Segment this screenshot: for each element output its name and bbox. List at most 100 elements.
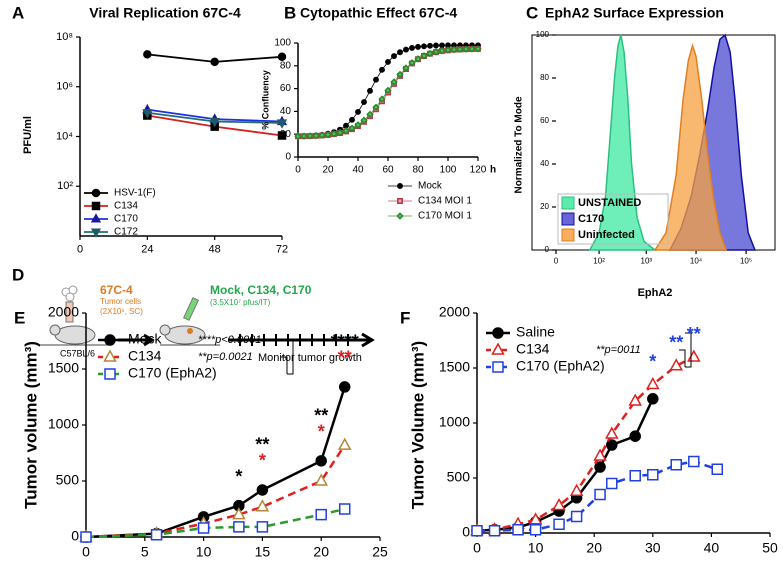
legend-label: C172 — [114, 227, 138, 238]
legend-marker — [104, 334, 116, 346]
marker — [403, 46, 409, 53]
marker — [605, 426, 619, 439]
x-unit: h — [490, 165, 496, 176]
panel-label: F — [400, 308, 410, 327]
schematic: D 67C-4 Tumor cells (2X10⁶, SC) C57BL/6 … — [12, 265, 375, 364]
marker — [150, 529, 163, 541]
p-value: **p=0.0021 — [198, 351, 253, 363]
x-tick-label: 20 — [586, 540, 602, 556]
marker — [474, 45, 482, 53]
x-tick-label: 24 — [141, 244, 153, 256]
marker — [343, 122, 349, 129]
marker — [315, 508, 327, 521]
x-tick-label: 80 — [412, 165, 424, 176]
x-tick-label: 10 — [528, 540, 544, 556]
legend-frame — [557, 193, 669, 245]
chart-title: EphA2 Surface Expression — [545, 5, 724, 21]
y-tick-label: 1000 — [48, 416, 79, 432]
legend-label: Saline — [516, 324, 555, 340]
marker — [315, 455, 327, 467]
legend-marker — [90, 228, 102, 238]
marker — [378, 95, 386, 103]
legend-label: UNSTAINED — [578, 197, 641, 209]
x-axis-label: EphA2 — [638, 287, 673, 299]
marker — [512, 523, 524, 536]
marker — [439, 42, 445, 49]
y-axis-label: Normalized To Mode — [514, 96, 525, 193]
marker — [277, 131, 287, 140]
marker — [529, 523, 542, 536]
x-tick-label: 10³ — [641, 257, 653, 266]
syringe — [65, 301, 74, 323]
marker — [391, 53, 397, 60]
legend-label: C170 — [578, 213, 604, 225]
y-tick-label: 60 — [540, 116, 549, 125]
marker — [670, 459, 682, 471]
x-tick-label: 0 — [554, 257, 559, 266]
y-tick-label: 20 — [280, 129, 292, 140]
legend-label: Mock — [128, 331, 162, 347]
y-tick-label: 60 — [280, 83, 292, 94]
legend-label: C134 — [516, 341, 550, 357]
histogram-area — [588, 34, 658, 251]
legend-label: C170 — [114, 214, 138, 225]
x-tick-label: 0 — [82, 544, 90, 560]
y-tick-label: 500 — [56, 472, 80, 488]
y-tick-label: 100 — [274, 38, 291, 49]
marker — [606, 477, 618, 490]
legend-marker — [397, 183, 403, 189]
legend-marker — [491, 342, 505, 355]
y-tick-label: 1000 — [439, 414, 470, 430]
significance: ** — [314, 406, 328, 426]
mouse — [54, 325, 96, 345]
x-tick-label: 20 — [322, 165, 334, 176]
marker — [384, 86, 392, 95]
x-tick-label: 40 — [704, 540, 720, 556]
marker — [528, 512, 543, 525]
mouse-strain: C57BL/6 — [60, 348, 95, 358]
y-tick-label: 1500 — [48, 360, 79, 376]
legend-label: C134 — [114, 201, 138, 212]
series-line — [476, 398, 654, 533]
mouse-head — [159, 324, 171, 336]
legend-swatch — [561, 212, 575, 226]
marker — [373, 76, 379, 83]
marker — [409, 44, 415, 51]
marker — [276, 119, 288, 129]
legend-marker — [396, 212, 404, 220]
y-tick-label: 2000 — [48, 304, 79, 320]
x-tick-label: 0 — [473, 540, 481, 556]
legend-label: C170 MOI 1 — [418, 211, 472, 222]
marker — [294, 132, 302, 140]
marker — [324, 130, 332, 139]
legend-marker — [90, 213, 102, 223]
x-tick-label: 72 — [276, 244, 288, 256]
cells-icon — [65, 292, 75, 302]
marker — [338, 503, 351, 515]
marker — [338, 381, 351, 393]
marker — [256, 521, 269, 533]
y-tick-label: 40 — [280, 106, 292, 117]
marker — [450, 45, 458, 54]
panel-label: A — [12, 3, 24, 22]
tumor-dose: (2X10⁶, SC) — [100, 307, 143, 316]
legend-swatch — [561, 228, 575, 242]
significance: * — [649, 351, 656, 371]
x-tick-label: 10 — [196, 544, 212, 560]
marker — [594, 488, 606, 501]
marker — [402, 64, 410, 72]
marker — [255, 499, 270, 512]
marker — [233, 499, 245, 512]
marker — [629, 470, 641, 482]
marker — [142, 109, 153, 119]
marker — [570, 510, 583, 523]
y-tick-label: 80 — [540, 73, 549, 82]
legend-label: C134 — [128, 348, 162, 364]
legend-label: C170 (EphA2) — [516, 358, 605, 374]
marker — [488, 525, 501, 537]
panel-label: B — [284, 3, 296, 22]
x-tick-label: 60 — [382, 165, 394, 176]
marker — [427, 42, 433, 49]
marker — [629, 430, 641, 442]
marker — [444, 46, 452, 54]
